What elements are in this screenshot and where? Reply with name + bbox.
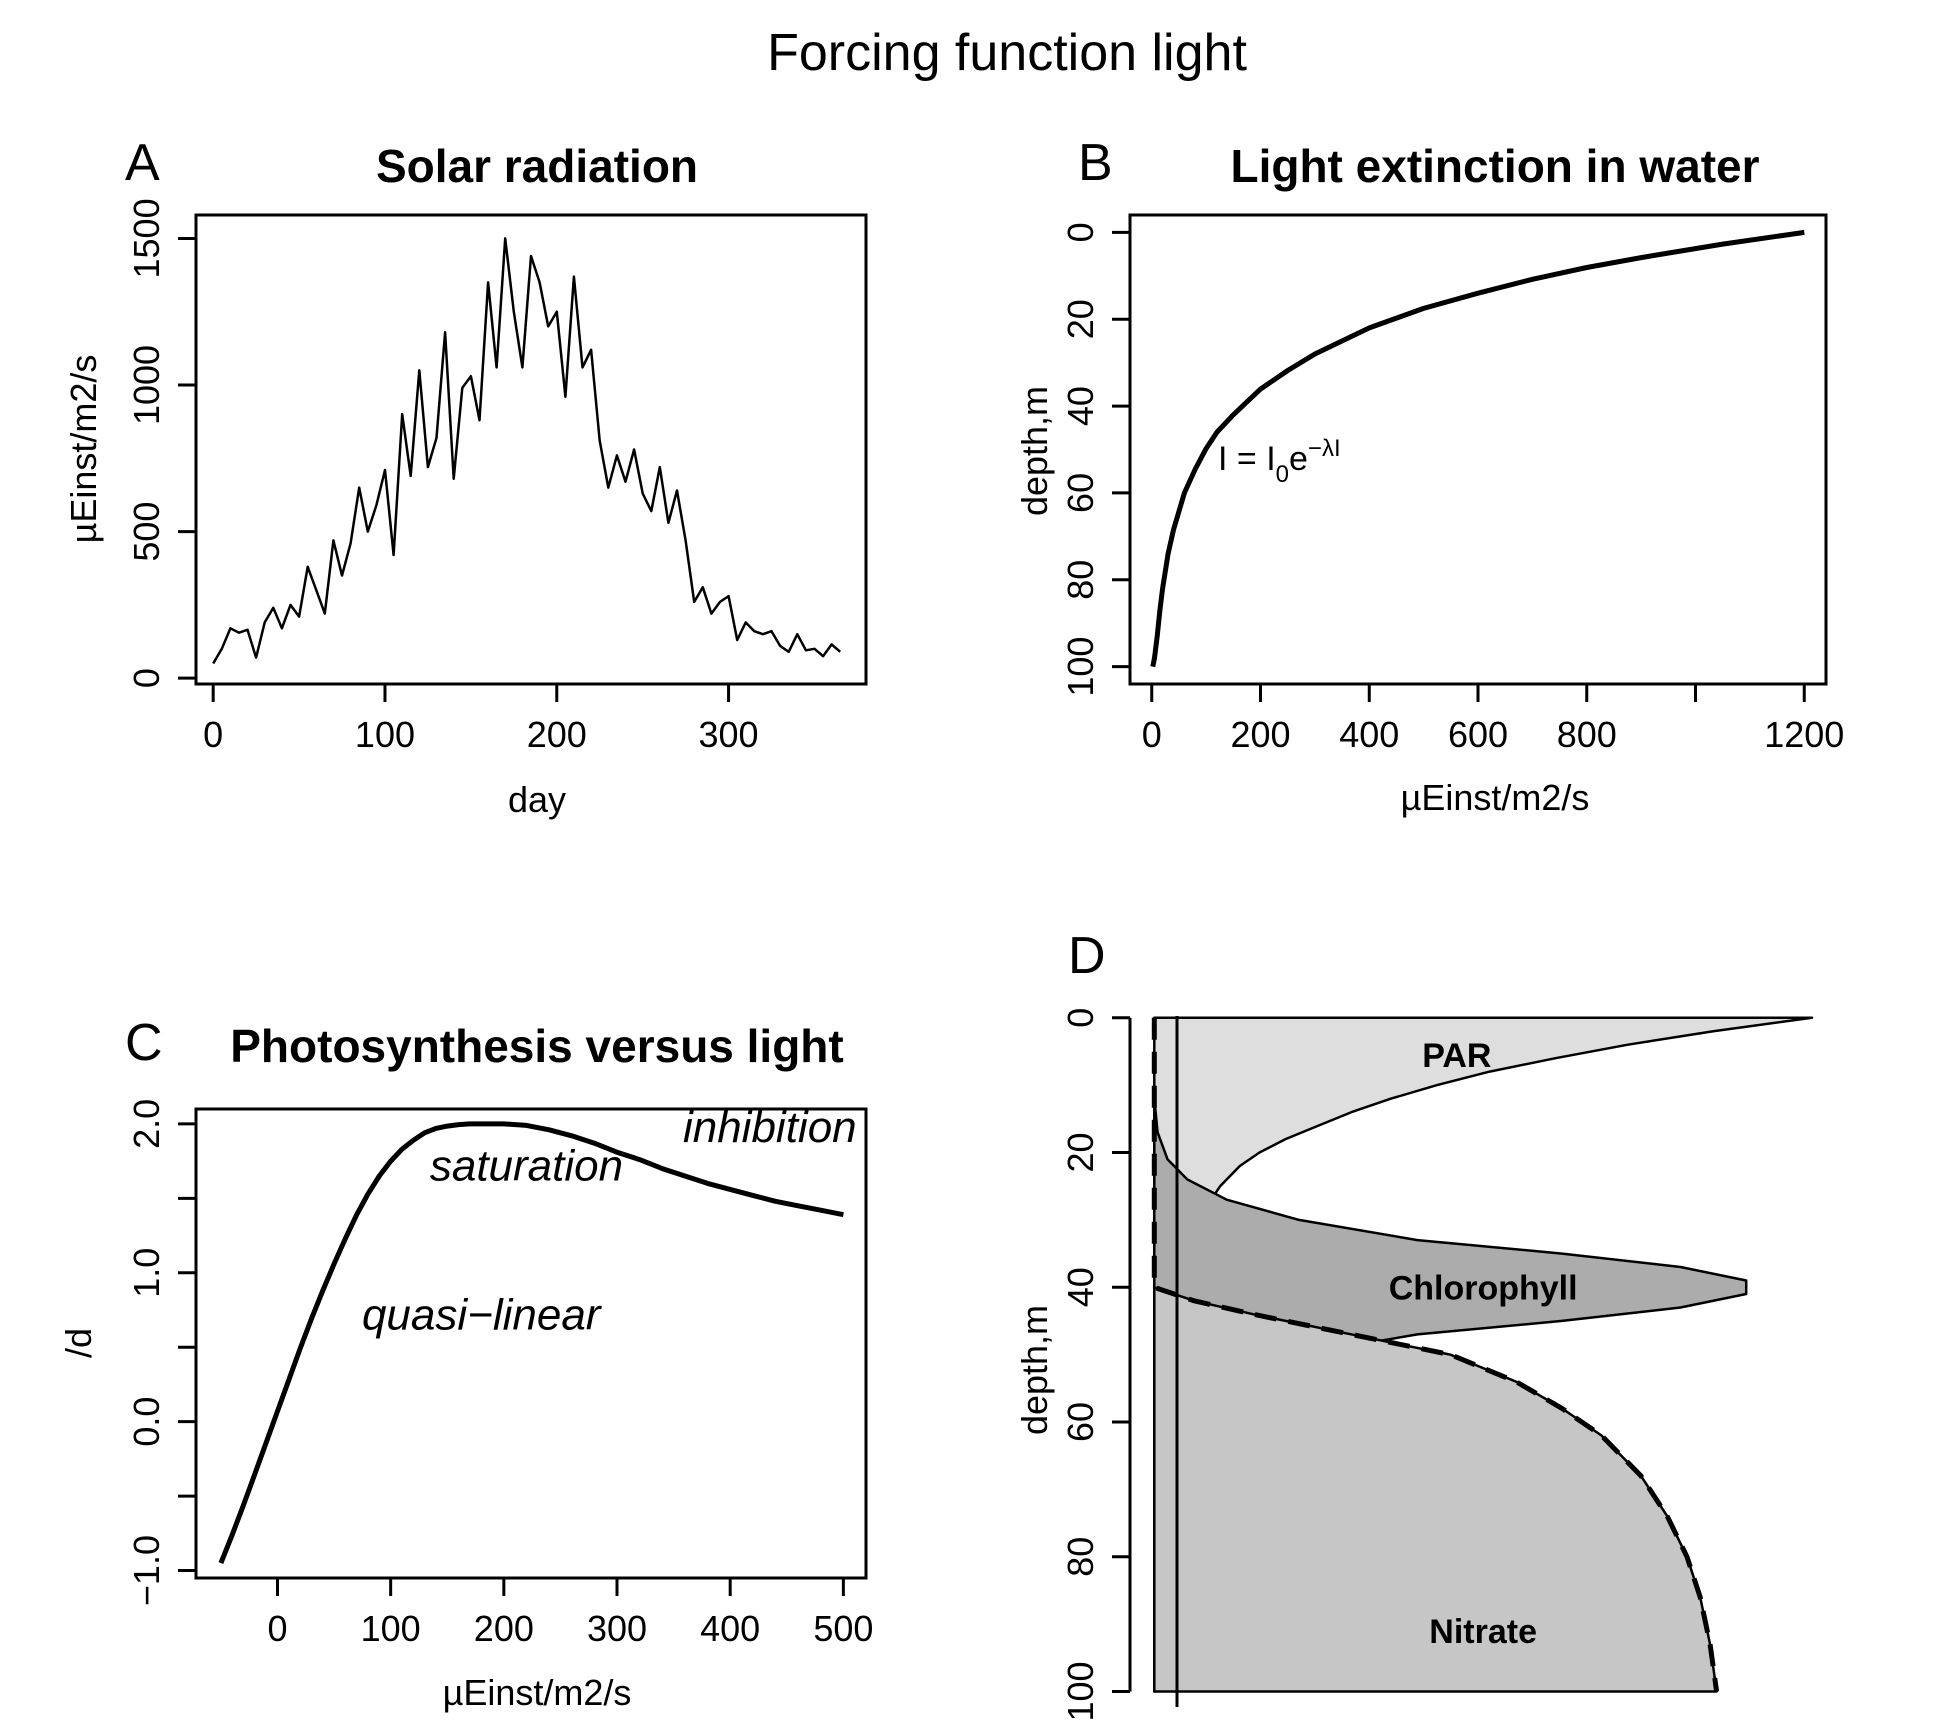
panel-d-y-tick-label: 100: [1060, 1661, 1101, 1721]
panel-a-y-tick-label: 0: [126, 668, 167, 688]
panel-d-y-tick-label: 0: [1060, 1008, 1101, 1028]
panel-a-x-tick-label: 100: [355, 714, 415, 755]
panel-b-x-tick-label: 400: [1339, 714, 1399, 755]
panel-d-letter: D: [1068, 927, 1106, 985]
panel-b-x-axis: 0 200 400 600 800 1200: [1142, 682, 1844, 755]
panel-a-y-tick-label: 500: [126, 502, 167, 562]
panel-c-annotations: quasi−linear saturation inhibition: [362, 1103, 857, 1340]
panel-c-x-tick-label: 400: [700, 1608, 760, 1649]
formula-base: I = I: [1218, 440, 1276, 478]
panel-d-label: PAR: [1422, 1037, 1491, 1075]
panel-d-label: Nitrate: [1429, 1613, 1537, 1651]
panel-c-series-line: [218, 1121, 844, 1565]
panel-d-label: Chlorophyll: [1389, 1269, 1578, 1307]
panel-b-x-label: µEinst/m2/s: [1401, 777, 1590, 818]
panel-c-x-tick-label: 200: [474, 1608, 534, 1649]
panel-d-y-label: depth,m: [1014, 1305, 1055, 1435]
panel-d: D 0 20 40 60 80 100 depth,m PAR Chlorophyll Nit…: [1014, 927, 1814, 1722]
panel-c-annotation: quasi−linear: [362, 1290, 603, 1339]
panel-a-series-line: [212, 237, 842, 665]
formula-exp-base: e: [1289, 440, 1308, 478]
panel-b: B Light extinction in water 0 200 400 600 80…: [1014, 134, 1844, 818]
panel-d-dashed-line: [1151, 1017, 1720, 1692]
panel-a-x-axis: 0 100 200 300: [203, 682, 759, 755]
panel-c-letter: C: [125, 1014, 163, 1072]
panel-c-y-label: /d: [58, 1328, 99, 1358]
panel-b-formula: I = I0e−λI: [1218, 435, 1341, 488]
panel-b-x-tick-label: 600: [1448, 714, 1508, 755]
panel-c: C Photosynthesis versus light 0 100 200 300…: [58, 1014, 873, 1713]
panel-a: A Solar radiation 0 100 200 300 0 500 1000 150…: [63, 134, 868, 820]
panel-b-letter: B: [1078, 134, 1113, 192]
panel-a-title: Solar radiation: [376, 140, 698, 192]
panel-b-x-tick-label: 1200: [1764, 714, 1844, 755]
panel-a-y-axis: 0 500 1000 1500: [126, 198, 198, 688]
panel-c-y-tick-label: −1.0: [126, 1535, 167, 1606]
panel-b-x-tick-label: 0: [1142, 714, 1162, 755]
panel-a-x-label: day: [508, 779, 566, 820]
panel-d-y-tick-label: 80: [1060, 1537, 1101, 1577]
panel-b-y-tick-label: 60: [1060, 473, 1101, 513]
panel-c-annotation: inhibition: [683, 1103, 857, 1152]
panel-c-x-tick-label: 100: [361, 1608, 421, 1649]
panel-c-annotation: saturation: [430, 1141, 623, 1190]
panel-a-x-tick-label: 300: [699, 714, 759, 755]
figure-title: Forcing function light: [767, 24, 1247, 82]
panel-c-y-tick-label: 1.0: [126, 1248, 167, 1298]
panel-b-x-tick-label: 800: [1557, 714, 1617, 755]
panel-b-y-tick-label: 80: [1060, 560, 1101, 600]
panel-c-y-tick-label: 0.0: [126, 1397, 167, 1447]
panel-d-y-tick-label: 60: [1060, 1402, 1101, 1442]
panel-b-y-axis: 0 20 40 60 80 100: [1060, 222, 1132, 697]
formula-subscript: 0: [1276, 461, 1289, 488]
panel-a-y-tick-label: 1500: [126, 198, 167, 278]
panel-c-x-axis: 0 100 200 300 400 500: [267, 1576, 873, 1649]
panel-c-y-tick-label: 2.0: [126, 1099, 167, 1149]
panel-a-y-label: µEinst/m2/s: [63, 355, 104, 544]
panel-c-x-tick-label: 300: [587, 1608, 647, 1649]
panel-d-areas: [1153, 1016, 1814, 1693]
panel-c-x-tick-label: 500: [813, 1608, 873, 1649]
panel-b-y-tick-label: 100: [1060, 637, 1101, 697]
panel-d-y-tick-label: 40: [1060, 1267, 1101, 1307]
panel-a-letter: A: [125, 134, 160, 192]
panel-b-title: Light extinction in water: [1230, 140, 1759, 192]
panel-b-y-tick-label: 20: [1060, 299, 1101, 339]
panel-c-x-label: µEinst/m2/s: [443, 1672, 632, 1713]
panel-c-x-tick-label: 0: [267, 1608, 287, 1649]
formula-superscript: −λI: [1308, 435, 1341, 462]
panel-a-x-tick-label: 0: [203, 714, 223, 755]
panel-b-y-label: depth,m: [1014, 386, 1055, 516]
panel-a-x-tick-label: 200: [527, 714, 587, 755]
panel-d-y-tick-label: 20: [1060, 1132, 1101, 1172]
panel-b-y-tick-label: 40: [1060, 386, 1101, 426]
panel-b-x-tick-label: 200: [1230, 714, 1290, 755]
panel-c-title: Photosynthesis versus light: [230, 1020, 843, 1072]
panel-c-y-axis: −1.0 0.0 1.0 2.0: [126, 1099, 198, 1606]
panel-d-labels: PAR Chlorophyll Nitrate: [1389, 1037, 1578, 1651]
panel-b-series-line: [1150, 229, 1805, 668]
panel-b-y-tick-label: 0: [1060, 222, 1101, 242]
panel-d-y-axis: 0 20 40 60 80 100: [1060, 1008, 1132, 1722]
panel-a-y-tick-label: 1000: [126, 345, 167, 425]
